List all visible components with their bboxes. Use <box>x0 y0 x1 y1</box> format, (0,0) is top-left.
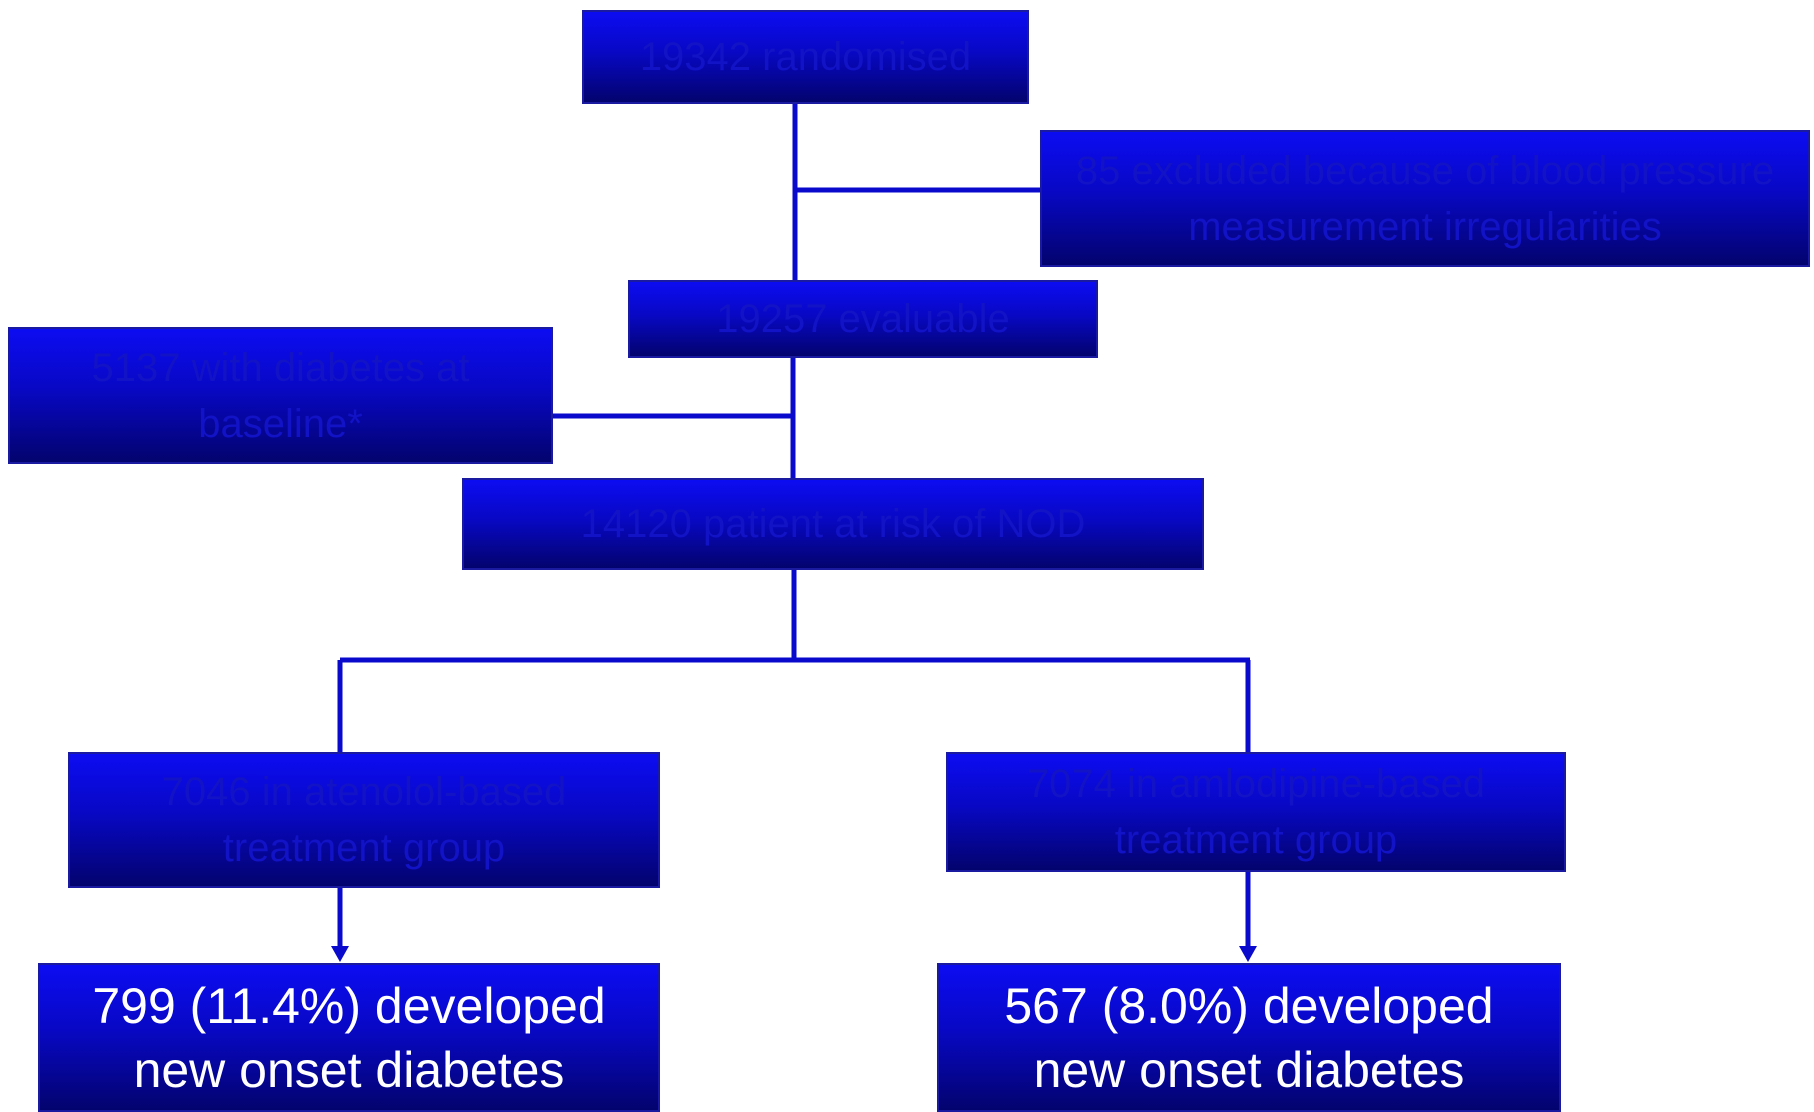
randomised-label: 19342 randomised <box>639 35 972 79</box>
at-risk-label: 14120 patient at risk of NOD <box>580 502 1086 546</box>
atenolol-group-box: 7046 in atenolol-based treatment group <box>68 752 660 888</box>
right-arrowhead <box>1239 946 1257 962</box>
excluded-label: 85 excluded because of blood pressure me… <box>1075 148 1775 249</box>
at-risk-box: 14120 patient at risk of NOD <box>462 478 1204 570</box>
diabetes-baseline-label: 5137 with diabetes at baseline* <box>91 345 470 446</box>
evaluable-label: 19257 evaluable <box>716 297 1010 341</box>
atenolol-outcome-box: 799 (11.4%) developed new onset diabetes <box>38 963 660 1112</box>
randomised-box: 19342 randomised <box>582 10 1029 104</box>
amlodipine-group-box: 7074 in amlodipine-based treatment group <box>946 752 1566 872</box>
amlodipine-outcome-label: 567 (8.0%) developed new onset diabetes <box>1004 977 1494 1098</box>
excluded-box: 85 excluded because of blood pressure me… <box>1040 130 1810 267</box>
atenolol-outcome-label: 799 (11.4%) developed new onset diabetes <box>92 977 606 1098</box>
atenolol-group-label: 7046 in atenolol-based treatment group <box>161 770 567 870</box>
left-arrowhead <box>331 946 349 962</box>
amlodipine-group-label: 7074 in amlodipine-based treatment group <box>1026 762 1486 862</box>
evaluable-box: 19257 evaluable <box>628 280 1098 358</box>
amlodipine-outcome-box: 567 (8.0%) developed new onset diabetes <box>937 963 1561 1112</box>
diabetes-baseline-box: 5137 with diabetes at baseline* <box>8 327 553 464</box>
